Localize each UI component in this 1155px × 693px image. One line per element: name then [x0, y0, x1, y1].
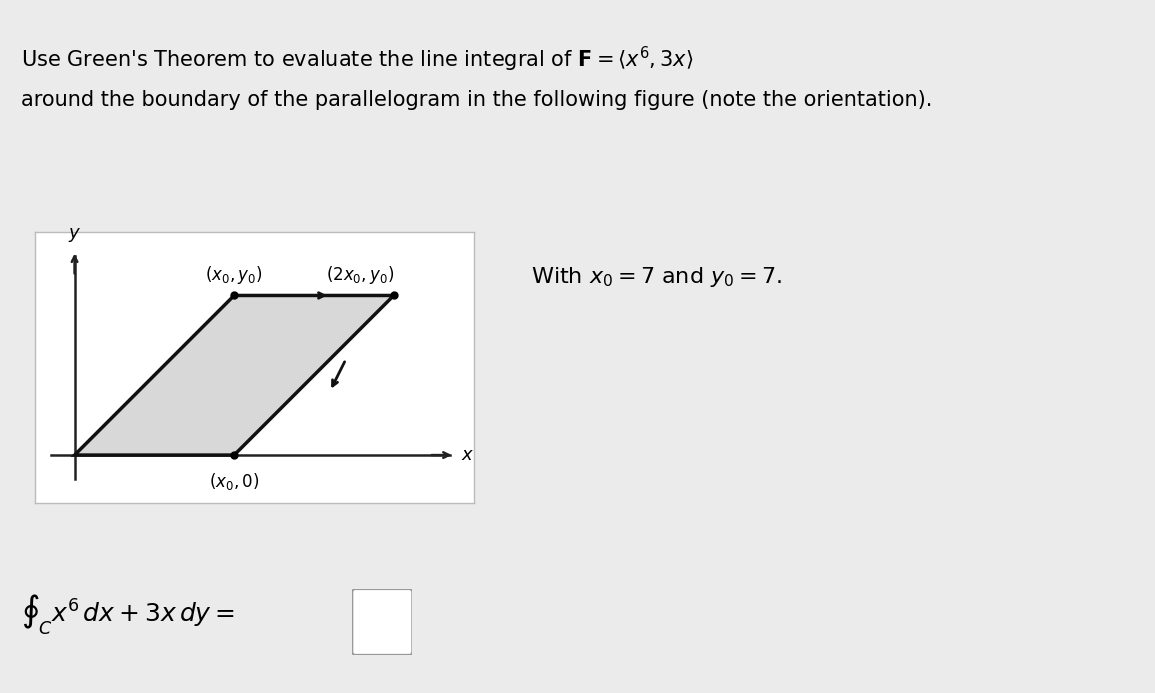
Text: $(2x_0, y_0)$: $(2x_0, y_0)$	[326, 264, 394, 286]
Text: $(x_0, y_0)$: $(x_0, y_0)$	[206, 264, 263, 286]
Text: $x$: $x$	[461, 446, 474, 464]
Polygon shape	[75, 295, 394, 455]
Text: With $x_0 = 7$ and $y_0 = 7$.: With $x_0 = 7$ and $y_0 = 7$.	[531, 265, 782, 289]
FancyBboxPatch shape	[352, 589, 412, 655]
Text: $\oint_C x^6 \, dx + 3x \, dy =$: $\oint_C x^6 \, dx + 3x \, dy =$	[21, 593, 234, 637]
Text: $y$: $y$	[68, 227, 81, 245]
Text: Use Green's Theorem to evaluate the line integral of $\mathbf{F} = \langle x^6, : Use Green's Theorem to evaluate the line…	[21, 45, 693, 74]
Text: around the boundary of the parallelogram in the following figure (note the orien: around the boundary of the parallelogram…	[21, 90, 932, 110]
Text: $(x_0, 0)$: $(x_0, 0)$	[209, 471, 260, 492]
